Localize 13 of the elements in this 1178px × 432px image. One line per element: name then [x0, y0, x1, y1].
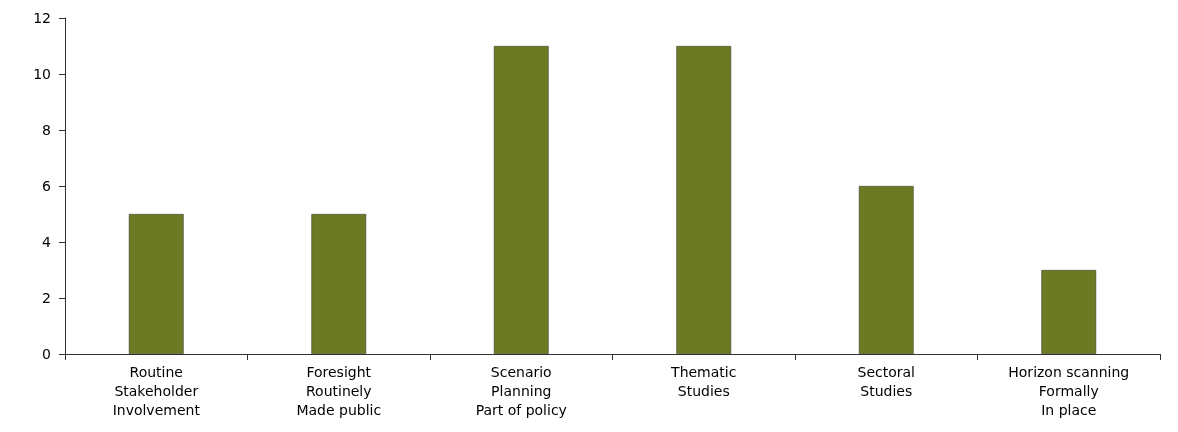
- y-tick-label: 2: [42, 290, 51, 306]
- y-tick-label: 12: [33, 10, 51, 26]
- x-tick-label: Scenario Planning Part of policy: [475, 363, 567, 418]
- x-tick-label: Horizon scanning Formally In place: [1008, 363, 1130, 418]
- x-tick-label: Routine Stakeholder Involvement: [112, 363, 201, 418]
- y-tick-label: 6: [42, 178, 52, 194]
- y-tick-label: 8: [42, 122, 51, 138]
- x-tick-label: Sectoral Studies: [857, 363, 915, 399]
- y-tick-label: 0: [42, 346, 51, 362]
- x-tick-label: Foresight Routinely Made public: [296, 363, 382, 418]
- x-tick-label: Thematic Studies: [670, 363, 737, 399]
- y-tick-label: 4: [42, 234, 52, 250]
- y-tick-label: 10: [33, 66, 51, 82]
